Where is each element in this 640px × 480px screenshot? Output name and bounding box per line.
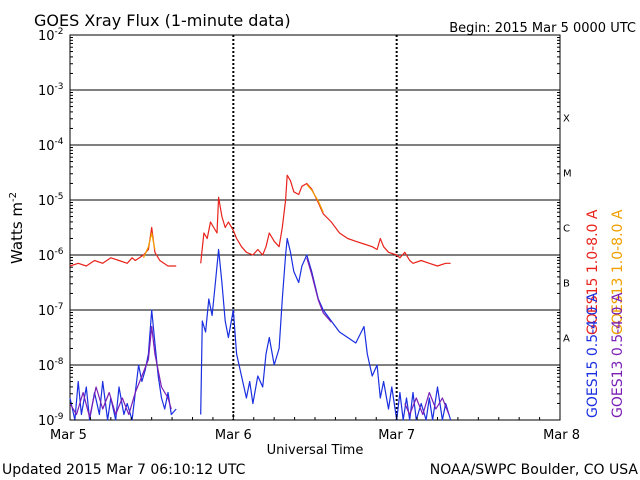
x-axis-ticks: Mar 5 Mar 6 Mar 7 Mar 8	[50, 414, 580, 443]
legend: GOES15 1.0-8.0 A GOES13 1.0-8.0 A GOES15 0…	[585, 209, 626, 418]
series-2-line-1	[200, 237, 452, 421]
series-1-line-0	[142, 232, 156, 259]
series-1-line-1	[306, 184, 324, 213]
flare-class-c: C	[563, 224, 570, 235]
y-axis-label: Watts m-2	[8, 192, 26, 264]
x-axis-label: Universal Time	[267, 443, 364, 458]
flare-class-x: X	[563, 114, 570, 125]
series-3-line-2	[404, 391, 450, 416]
series-0-line-1	[200, 174, 451, 267]
x-tick-label-1: Mar 6	[215, 428, 252, 443]
series-group	[69, 174, 452, 421]
y-tick-label-5: 10-4	[38, 137, 64, 154]
y-axis-ticks: 10-9 10-8 10-7 10-6 10-5 10-4 10-3 10-2	[38, 27, 560, 429]
flare-class-b: B	[563, 279, 570, 290]
x-tick-label-3: Mar 8	[543, 428, 580, 443]
y-tick-label-3: 10-6	[38, 247, 64, 264]
flare-class-m: M	[563, 169, 572, 180]
grid-lines	[70, 35, 560, 420]
y-tick-label-4: 10-5	[38, 192, 64, 209]
x-tick-label-0: Mar 5	[50, 428, 87, 443]
legend-entry-3: GOES13 0.5-4.0 A	[610, 292, 626, 418]
series-3-line-0	[69, 325, 172, 418]
legend-entry-0: GOES15 1.0-8.0 A	[585, 209, 601, 335]
y-tick-label-6: 10-3	[38, 82, 64, 99]
series-3-line-1	[306, 257, 332, 323]
y-tick-label-2: 10-7	[38, 302, 64, 319]
y-tick-label-7: 10-2	[38, 27, 64, 44]
legend-entry-1: GOES13 1.0-8.0 A	[610, 209, 626, 335]
series-2-line-0	[69, 309, 177, 421]
y-axis-label-group: Watts m-2	[8, 192, 26, 264]
legend-entry-2: GOES15 0.5-4.0 A	[585, 292, 601, 418]
series-0-line-0	[69, 226, 177, 267]
chart-title: GOES Xray Flux (1-minute data)	[34, 11, 291, 30]
x-tick-label-2: Mar 7	[378, 428, 415, 443]
flare-class-a: A	[563, 334, 570, 345]
y-tick-label-0: 10-9	[38, 412, 64, 429]
credit-label: NOAA/SWPC Boulder, CO USA	[430, 462, 639, 478]
y-tick-label-1: 10-8	[38, 357, 64, 374]
begin-label: Begin: 2015 Mar 5 0000 UTC	[449, 21, 636, 36]
updated-timestamp: Updated 2015 Mar 7 06:10:12 UTC	[2, 462, 246, 478]
flare-class-labels: A B C M X	[563, 114, 572, 345]
